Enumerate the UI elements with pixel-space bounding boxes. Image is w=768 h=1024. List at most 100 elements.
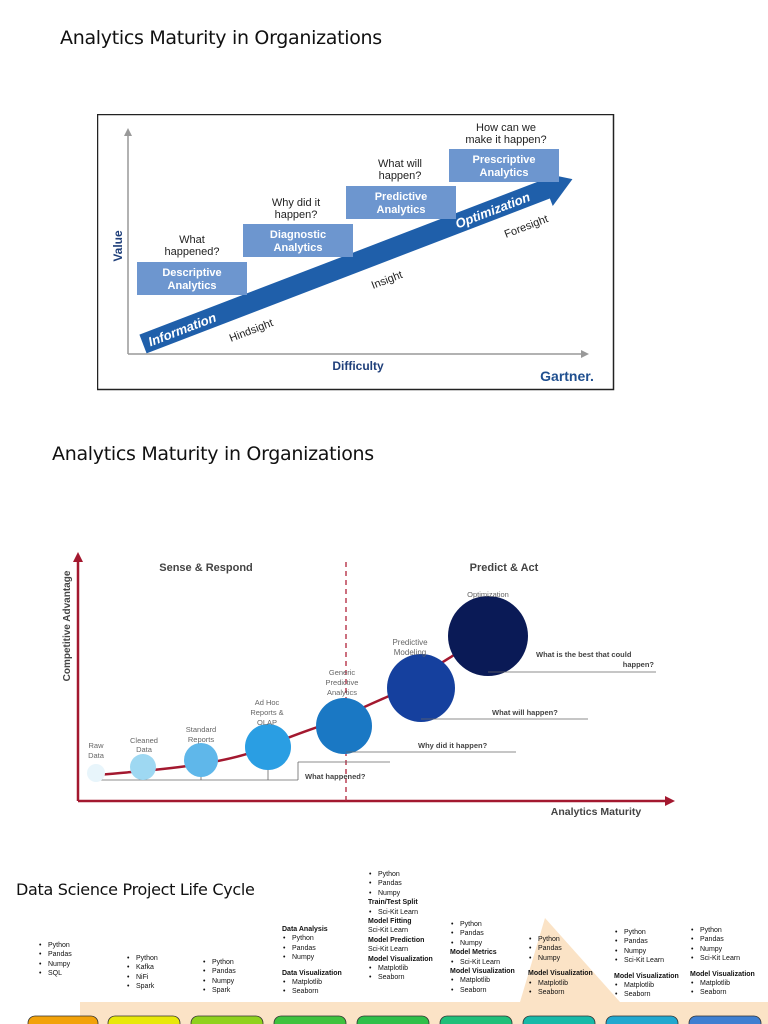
tool-item: Python — [615, 928, 679, 938]
tool-item: Pandas — [283, 944, 342, 954]
label-predictive-2: Modeling — [394, 648, 426, 657]
lifecycle-col-2: Python Kafka NiFi Spark — [126, 954, 158, 992]
tool-item: Python — [203, 958, 236, 968]
label-raw-data-1: Raw — [88, 741, 104, 750]
x-axis-label: Analytics Maturity — [551, 806, 642, 818]
question-what-will-happen: What will happen? — [492, 708, 558, 717]
lifecycle-col-9: Python Pandas Numpy Sci-Kit Learn Model … — [690, 926, 755, 998]
group-heading: Model Visualization — [528, 970, 593, 978]
label-adhoc-3: OLAP — [257, 718, 277, 727]
label-raw-data-2: Data — [88, 751, 105, 760]
tool-item: Pandas — [39, 950, 72, 960]
tool-item: Seaborn — [691, 988, 755, 998]
stage-pill-7 — [522, 1015, 596, 1024]
lifecycle-col-5: Python Pandas Numpy Train/Test Split Sci… — [368, 870, 433, 983]
lifecycle-col-6: Python Pandas Numpy Model Metrics Sci-Ki… — [450, 920, 515, 996]
question-prescriptive-line2: make it happen? — [465, 134, 546, 146]
tool-item: Seaborn — [369, 973, 433, 983]
stage-pill-4 — [273, 1015, 347, 1024]
label-adhoc-2: Reports & — [250, 708, 283, 717]
tool-item: Seaborn — [529, 988, 593, 998]
stage-box-diagnostic-line2: Analytics — [274, 242, 323, 254]
tool-item: Python — [369, 870, 433, 880]
question-predictive-line2: happen? — [379, 170, 422, 182]
y-axis-arrowhead — [73, 552, 83, 562]
tool-item: Pandas — [691, 935, 755, 945]
label-adhoc-1: Ad Hoc — [255, 698, 280, 707]
x-axis-label: Difficulty — [332, 359, 384, 373]
stage-pill-2 — [107, 1015, 181, 1024]
group-heading: Model Prediction — [368, 936, 425, 944]
lifecycle-col-4: Data Analysis Python Pandas Numpy Data V… — [282, 925, 342, 997]
tool-item: Pandas — [615, 937, 679, 947]
tool-item: Python — [529, 935, 593, 945]
question-best-line2: happen? — [623, 660, 655, 669]
tool-item: Matplotlib — [615, 981, 679, 991]
y-axis-label: Competitive Advantage — [62, 570, 73, 681]
label-standard-reports-2: Reports — [188, 735, 215, 744]
label-generic-3: Analytics — [327, 688, 357, 697]
stage-pill-1 — [27, 1015, 99, 1024]
tool-item: Spark — [127, 982, 158, 992]
gartner-maturity-diagram: Value Difficulty Information Optimizatio… — [97, 114, 615, 391]
tool-item: Numpy — [615, 947, 679, 957]
stage-pill-8 — [605, 1015, 679, 1024]
tool-plain: Sci-Kit Learn — [368, 927, 409, 935]
tool-item: Sci-Kit Learn — [369, 908, 433, 918]
tool-item: Pandas — [529, 944, 593, 954]
question-descriptive-line1: What — [179, 234, 205, 246]
stage-box-prescriptive-line1: Prescriptive — [473, 154, 536, 166]
section-title-maturity: Analytics Maturity in Organizations — [52, 443, 374, 465]
stage-optimization — [448, 596, 528, 676]
tool-item: NiFi — [127, 973, 158, 983]
stage-box-descriptive-line2: Analytics — [168, 280, 217, 292]
x-axis-arrowhead — [581, 350, 589, 358]
section-title-lifecycle: Data Science Project Life Cycle — [16, 880, 255, 899]
lifecycle-col-8: Python Pandas Numpy Sci-Kit Learn Model … — [614, 928, 679, 1000]
region-sense-respond: Sense & Respond — [159, 562, 253, 574]
stage-pill-5 — [356, 1015, 430, 1024]
tool-item: Sci-Kit Learn — [691, 954, 755, 964]
stage-standard-reports — [184, 743, 218, 777]
lifecycle-wedge — [80, 918, 768, 1024]
group-heading: Data Analysis — [282, 926, 328, 933]
group-heading: Model Visualization — [614, 972, 679, 980]
stage-box-predictive-line1: Predictive — [375, 191, 428, 203]
stage-box-prescriptive-line2: Analytics — [480, 167, 529, 179]
question-descriptive-line2: happened? — [164, 246, 219, 258]
tool-item: Seaborn — [615, 990, 679, 1000]
label-optimization: Optimization — [467, 590, 509, 599]
question-prescriptive-line1: How can we — [476, 122, 536, 134]
group-heading: Data Visualization — [282, 969, 342, 977]
tool-item: Numpy — [283, 953, 342, 963]
stage-adhoc-reports — [245, 724, 291, 770]
question-diagnostic-line2: happen? — [275, 209, 318, 221]
question-diagnostic-line1: Why did it — [272, 197, 320, 209]
stage-pill-6 — [439, 1015, 513, 1024]
lifecycle-col-7: Python Pandas Numpy Model Visualization … — [528, 935, 593, 998]
label-generic-2: Predictive — [326, 678, 359, 687]
question-predictive-line1: What will — [378, 158, 422, 170]
label-standard-reports-1: Standard — [186, 725, 216, 734]
tool-item: Matplotlib — [369, 964, 433, 974]
stage-generic-predictive — [316, 698, 372, 754]
maturity-arrow-shaft — [139, 179, 552, 354]
tool-item: Matplotlib — [529, 979, 593, 989]
tool-item: Spark — [203, 986, 236, 996]
tool-item: Python — [691, 926, 755, 936]
stage-box-diagnostic — [243, 224, 353, 257]
stage-box-prescriptive — [449, 149, 559, 182]
group-heading: Model Visualization — [368, 955, 433, 963]
group-heading: Model Fitting — [368, 918, 412, 926]
section-title-gartner: Analytics Maturity in Organizations — [60, 27, 382, 49]
stage-box-descriptive — [137, 262, 247, 295]
tool-item: Sci-Kit Learn — [615, 956, 679, 966]
tool-item: Pandas — [451, 929, 515, 939]
tool-plain: Sci-Kit Learn — [368, 946, 409, 954]
tool-item: SQL — [39, 969, 72, 979]
stage-predictive-modeling — [387, 654, 455, 722]
question-best-line1: What is the best that could — [536, 650, 632, 659]
tool-item: Matplotlib — [691, 979, 755, 989]
tool-item: Pandas — [203, 967, 236, 977]
tool-item: Matplotlib — [283, 978, 342, 988]
